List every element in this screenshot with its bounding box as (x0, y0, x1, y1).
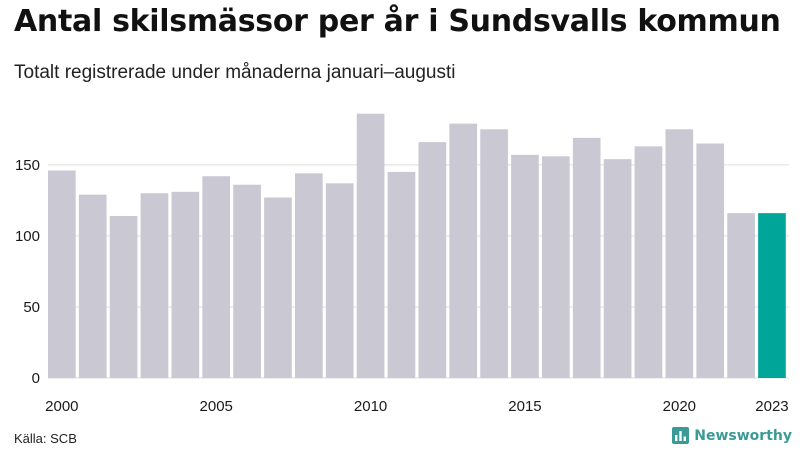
bar-2000 (48, 170, 76, 378)
bars (48, 113, 786, 379)
y-tick-label: 50 (23, 299, 40, 316)
bar-2001 (78, 194, 107, 378)
bar-2012 (418, 142, 447, 378)
source-note: Källa: SCB (14, 431, 77, 446)
bar-2014 (480, 129, 508, 378)
bar-2006 (233, 184, 261, 378)
bar-2009 (325, 183, 354, 378)
y-tick-label: 100 (15, 228, 40, 245)
x-axis-ticks: 2000 2005 2010 2015 2020 2023 (45, 398, 789, 415)
bar-2007 (264, 197, 292, 378)
bar-2022 (727, 213, 755, 378)
x-tick-label: 2000 (45, 398, 78, 415)
brand-name: Newsworthy (694, 427, 792, 444)
bar-2017 (572, 137, 601, 378)
bar-2020 (665, 129, 694, 378)
bar-chart-icon (672, 427, 690, 444)
bar-2008 (295, 173, 323, 378)
brand-logo: Newsworthy (672, 427, 792, 444)
bar-2004 (171, 191, 200, 378)
x-tick-label: 2015 (508, 398, 541, 415)
bar-2002 (109, 216, 138, 378)
chart-title: Antal skilsmässor per år i Sundsvalls ko… (14, 4, 781, 39)
bar-2013 (449, 123, 478, 378)
x-tick-label: 2005 (200, 398, 233, 415)
bar-2018 (603, 159, 632, 378)
bar-2021 (696, 143, 725, 378)
x-tick-label: 2023 (755, 398, 788, 415)
bar-2011 (387, 171, 416, 378)
bar-2005 (202, 176, 231, 378)
x-tick-label: 2010 (354, 398, 387, 415)
bar-2015 (511, 154, 539, 378)
y-tick-label: 0 (32, 370, 40, 387)
x-tick-label: 2020 (663, 398, 696, 415)
bar-2023 (758, 213, 786, 378)
bar-2019 (634, 146, 663, 378)
bar-2003 (140, 193, 169, 378)
y-tick-label: 150 (15, 157, 40, 174)
bar-2010 (356, 113, 385, 379)
y-axis-ticks: 0 50 100 150 (15, 157, 40, 387)
bar-chart: 0 50 100 150 2000 2005 2010 2015 2020 2023 (15, 113, 789, 415)
chart-subtitle: Totalt registrerade under månaderna janu… (14, 62, 456, 83)
bar-2016 (542, 156, 570, 378)
